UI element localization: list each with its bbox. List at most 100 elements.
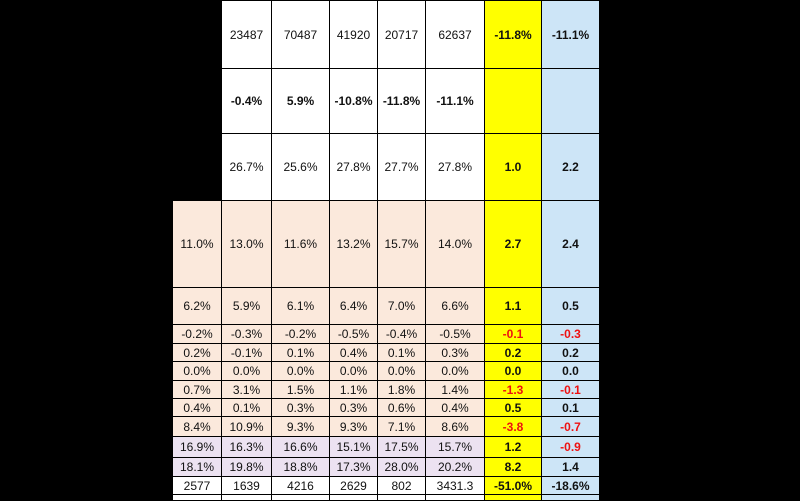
table-cell: 11.0% (172, 200, 222, 288)
table-cell: 25.6% (271, 133, 330, 201)
table-cell: -51.0% (484, 476, 542, 495)
table-cell: 1.4 (541, 457, 600, 477)
table-cell: 0.0% (425, 361, 485, 381)
table-cell: 15.7% (425, 436, 485, 458)
table-cell: 70487 (271, 0, 330, 69)
table-cell: 6.1% (271, 287, 330, 325)
table-cell: 6.4% (329, 287, 378, 325)
table-cell: 8.6% (425, 416, 485, 437)
table-cell: 26.7% (221, 133, 272, 201)
table-cell: 1.8% (377, 380, 426, 399)
table-cell: 15.1% (329, 436, 378, 458)
table-cell: 0.0% (377, 361, 426, 381)
table-cell: 0.4% (172, 398, 222, 417)
table-cell: -18.6% (541, 476, 600, 495)
table-cell: -10.8% (329, 68, 378, 134)
table-cell: -0.9 (541, 436, 600, 458)
table-cell (484, 68, 542, 134)
table-cell: 19.8% (221, 457, 272, 477)
table-cell: 0.5 (541, 287, 600, 325)
table-cell: -0.7 (541, 416, 600, 437)
table-cell: 16.6% (271, 436, 330, 458)
table-cell: -1.3 (484, 380, 542, 399)
table-cell: 9.3% (329, 416, 378, 437)
table-cell: 28.0% (377, 457, 426, 477)
table-cell: 0.4% (425, 398, 485, 417)
table-cell: -0.4% (221, 68, 272, 134)
table-cell: -0.5% (329, 324, 378, 344)
table-cell: 27.7% (377, 133, 426, 201)
table-cell: 5.9% (271, 68, 330, 134)
table-cell: -0.1 (484, 324, 542, 344)
table-cell: 23487 (221, 0, 272, 69)
table-cell: 0.3% (425, 343, 485, 362)
table-cell: 15.7% (377, 200, 426, 288)
table-cell: 18.8% (271, 457, 330, 477)
table-cell: 0.0 (484, 361, 542, 381)
table-cell: -11.8% (377, 68, 426, 134)
table-cell: 27.8% (425, 133, 485, 201)
table-cell: 0.1% (271, 343, 330, 362)
table-cell: 2.7 (484, 200, 542, 288)
table-cell: 0.0 (541, 361, 600, 381)
table-cell: 13.0% (221, 200, 272, 288)
table-cell: 8.4% (172, 416, 222, 437)
table-cell: 1.0 (484, 133, 542, 201)
table-cell: 1.4% (425, 380, 485, 399)
table-cell: 802 (377, 476, 426, 495)
table-cell: 17.5% (377, 436, 426, 458)
table-cell: 0.7% (172, 380, 222, 399)
table-cell: 18.1% (172, 457, 222, 477)
table-cell: 0.0% (221, 361, 272, 381)
table-cell: 0.1% (221, 398, 272, 417)
table-cell: 13.2% (329, 200, 378, 288)
table-cell: 3.1% (221, 380, 272, 399)
table-cell: -11.8% (484, 0, 542, 69)
table-cell: 0.1 (541, 398, 600, 417)
table-cell: 1.1% (329, 380, 378, 399)
table-cell: 20.2% (425, 457, 485, 477)
table-cell: 27.8% (329, 133, 378, 201)
table-cell: 1.5% (271, 380, 330, 399)
table-cell: 0.6% (377, 398, 426, 417)
table-cell: 20717 (377, 0, 426, 69)
table-cell: 2577 (172, 476, 222, 495)
table-cell: 62637 (425, 0, 485, 69)
table-cell: 0.0% (271, 361, 330, 381)
table-cell: 9.3% (271, 416, 330, 437)
table-cell: 0.1% (377, 343, 426, 362)
table-cell: 7.0% (377, 287, 426, 325)
table-cell: 2629 (329, 476, 378, 495)
table-cell: 2.4 (541, 200, 600, 288)
table-cell: -0.3 (541, 324, 600, 344)
table-cell: 1.1 (484, 287, 542, 325)
table-cell: -0.4% (377, 324, 426, 344)
table-cell: 41920 (329, 0, 378, 69)
table-cell: 0.4% (329, 343, 378, 362)
table-cell: -0.1% (221, 343, 272, 362)
table-cell: 2.2 (541, 133, 600, 201)
table-cell: -0.5% (425, 324, 485, 344)
table-cell: 0.3% (329, 398, 378, 417)
table-cell: 0.2 (541, 343, 600, 362)
table-cell: 8.2 (484, 457, 542, 477)
table-cell: -11.1% (425, 68, 485, 134)
table-cell: 0.0% (172, 361, 222, 381)
table-cell: -3.8 (484, 416, 542, 437)
table-cell: 14.0% (425, 200, 485, 288)
table-cell: 0.2 (484, 343, 542, 362)
table-cell: 6.6% (425, 287, 485, 325)
table-cell: 0.2% (172, 343, 222, 362)
table-cell: 16.3% (221, 436, 272, 458)
table-cell: -0.2% (172, 324, 222, 344)
table-cell: 1.2 (484, 436, 542, 458)
table-cell: 10.9% (221, 416, 272, 437)
table-cell: 0.3% (271, 398, 330, 417)
table-cell: 0.0% (329, 361, 378, 381)
table-cell: -0.2% (271, 324, 330, 344)
table-cell: 0.5 (484, 398, 542, 417)
table-cell: -0.3% (221, 324, 272, 344)
table-cell: -0.1 (541, 380, 600, 399)
table-cell: 11.6% (271, 200, 330, 288)
table-cell: -11.1% (541, 0, 600, 69)
